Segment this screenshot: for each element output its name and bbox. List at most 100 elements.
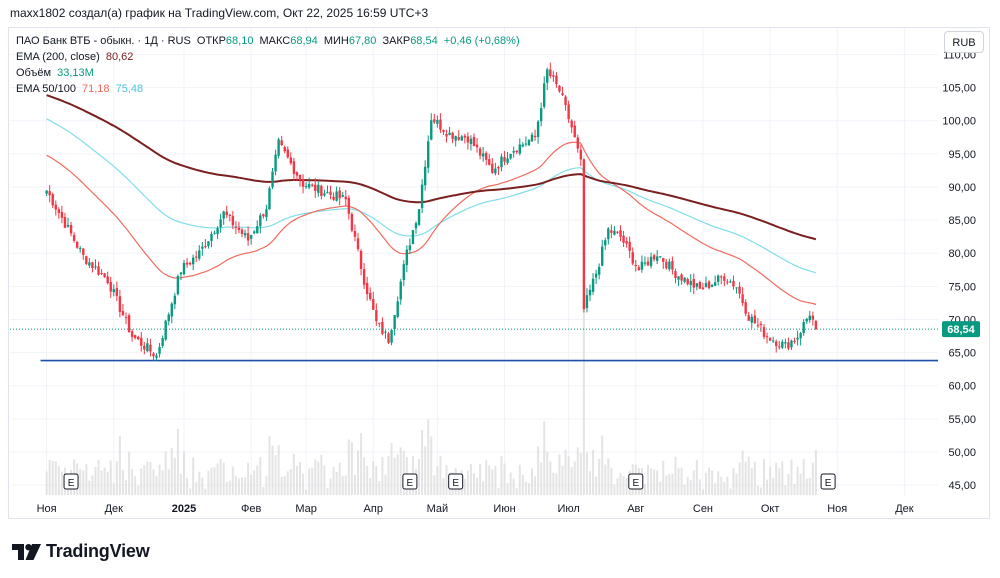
volume-bar [720, 476, 723, 495]
volume-bar [524, 481, 527, 495]
volume-bar [546, 451, 549, 495]
candle [347, 195, 351, 220]
volume-bar [485, 460, 488, 495]
x-tick-label: Авг [627, 503, 644, 515]
volume-bar [564, 449, 567, 495]
candle [417, 209, 421, 227]
candle [765, 332, 769, 344]
candle [756, 317, 760, 328]
volume-bar [152, 469, 155, 495]
volume-bar [491, 469, 494, 495]
legend-ohlc[interactable]: ПАО Банк ВТБ - обыкн. · 1Д · RUS ОТКР68,… [16, 33, 523, 49]
volume-bar [146, 461, 149, 495]
volume-bar [689, 479, 692, 495]
candle [137, 335, 140, 341]
volume-bar [711, 470, 714, 495]
volume-bar [100, 470, 103, 495]
volume-bar [375, 466, 378, 495]
x-tick-label: Июн [493, 503, 515, 515]
volume-bar [418, 459, 421, 495]
candle [353, 224, 357, 242]
volume-bar [341, 476, 344, 495]
last-price-marker: 68,54 [10, 321, 980, 338]
volume-bar [189, 488, 192, 495]
candle [579, 144, 583, 167]
volume-bar [692, 470, 695, 495]
volume-bar [155, 475, 158, 495]
candle [188, 261, 192, 266]
earnings-event-icon[interactable]: E [63, 473, 79, 490]
volume-bar [674, 456, 677, 495]
candle [790, 339, 793, 350]
volume-bar [295, 466, 298, 495]
ema50-line [46, 141, 817, 306]
candle [573, 120, 576, 138]
candle [173, 292, 177, 310]
candle [207, 241, 210, 249]
candle [747, 312, 750, 321]
volume-bar [393, 457, 396, 495]
candle [707, 280, 711, 290]
tradingview-logo[interactable]: TradingView [12, 541, 150, 562]
ema100-line [46, 118, 817, 274]
earnings-event-icon[interactable]: E [448, 473, 464, 490]
candle [280, 135, 283, 147]
candle [497, 165, 500, 176]
x-axis: Ноя Дек 2025 Фев Мар Апр Май Июн Июл Авг Сен Окт Ноя… [37, 503, 914, 515]
candle [402, 260, 405, 287]
symbol-name[interactable]: ПАО Банк ВТБ - обыкн. · 1Д · RUS [16, 35, 191, 47]
volume-bar [616, 478, 619, 495]
volume-bar [424, 446, 427, 495]
candle [304, 182, 308, 189]
earnings-event-icon[interactable]: E [628, 473, 644, 490]
volume-bar [250, 474, 253, 495]
earnings-event-icon[interactable]: E [402, 473, 418, 490]
volume-bar [747, 456, 750, 495]
volume-bar [445, 465, 448, 495]
volume-bar [143, 465, 146, 495]
candle [133, 334, 137, 340]
candle [88, 258, 91, 268]
volume-bar [570, 466, 573, 495]
volume-bar [369, 477, 372, 495]
volume-bar [390, 442, 393, 495]
volume-bar [527, 483, 530, 495]
x-tick-label: 2025 [172, 503, 196, 515]
chart-caption: maxx1802 создал(а) график на TradingView… [10, 6, 429, 20]
volume-bar [421, 429, 424, 495]
legend-volume[interactable]: Объём 33,13M [16, 65, 523, 81]
volume-bar [216, 463, 219, 495]
volume-bar [430, 436, 433, 495]
candle [130, 329, 134, 342]
candle [356, 232, 360, 252]
volume-bar [347, 439, 350, 495]
candle [717, 274, 720, 286]
candle [784, 338, 787, 349]
legend-ema200[interactable]: EMA (200, close) 80,62 [16, 49, 523, 65]
volume-bar [115, 461, 118, 495]
candle [582, 158, 586, 313]
ema200-label: EMA (200, close) [16, 51, 100, 63]
currency-button[interactable]: RUB [944, 31, 984, 53]
volume-bar [268, 435, 271, 495]
candle [607, 227, 610, 245]
volume-bar [488, 465, 491, 495]
candle [85, 255, 88, 266]
candle [45, 190, 48, 197]
volume-bar [283, 476, 286, 495]
volume-bar [473, 473, 475, 495]
volume-bar [158, 464, 161, 495]
volume-bar [234, 475, 237, 495]
volume-bar [589, 471, 591, 495]
candle [805, 318, 808, 325]
volume-bar [292, 453, 295, 495]
earnings-event-icon[interactable]: E [820, 473, 836, 490]
volume-bar [134, 476, 137, 495]
legend-ema50-100[interactable]: EMA 50/100 71,18 75,48 [16, 81, 523, 97]
candle [210, 231, 213, 248]
volume-bar [433, 475, 436, 495]
volume-bar [48, 460, 51, 495]
volume-bar [204, 488, 207, 495]
candle [350, 212, 354, 233]
